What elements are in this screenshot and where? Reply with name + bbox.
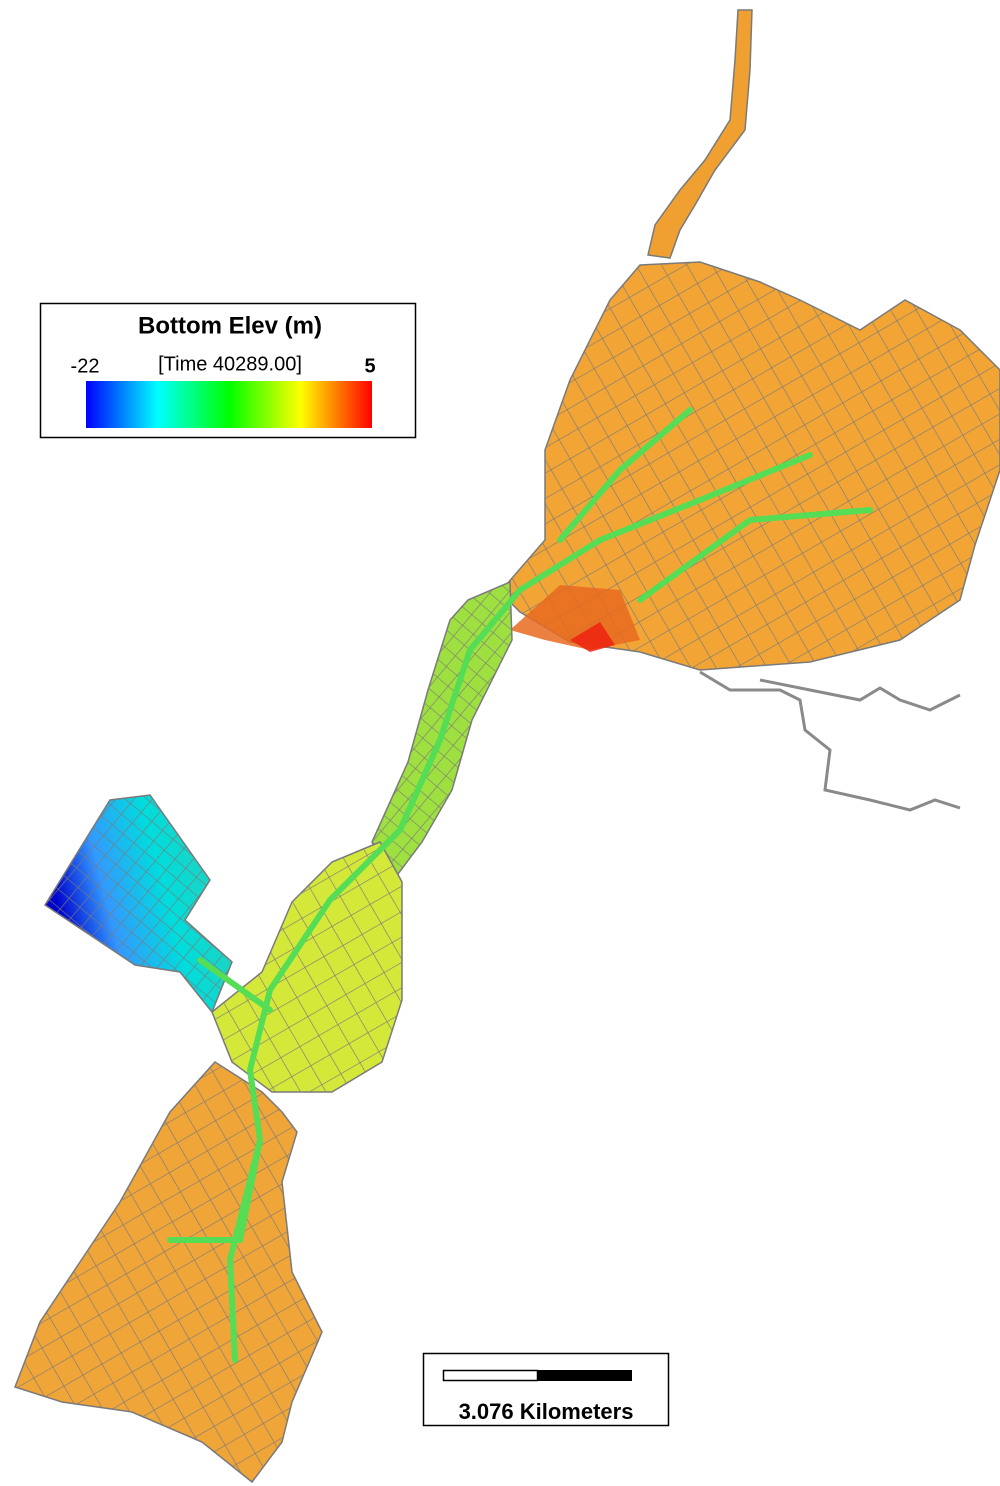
scale-bar: 3.076 Kilometers: [424, 1354, 669, 1426]
legend-title: Bottom Elev (m): [138, 312, 322, 339]
scale-segment: [444, 1371, 538, 1381]
scale-segment: [537, 1370, 632, 1381]
legend-time: [Time 40289.00]: [158, 353, 302, 375]
color-bar: [86, 381, 372, 428]
legend-max: 5: [364, 355, 375, 377]
mesh: [15, 10, 1000, 1482]
scale-label: 3.076 Kilometers: [459, 1399, 634, 1424]
legend-min: -22: [71, 355, 100, 377]
legend: Bottom Elev (m) -22 [Time 40289.00] 5: [41, 304, 416, 438]
map: Bottom Elev (m) -22 [Time 40289.00] 5 3.…: [0, 0, 1000, 1486]
